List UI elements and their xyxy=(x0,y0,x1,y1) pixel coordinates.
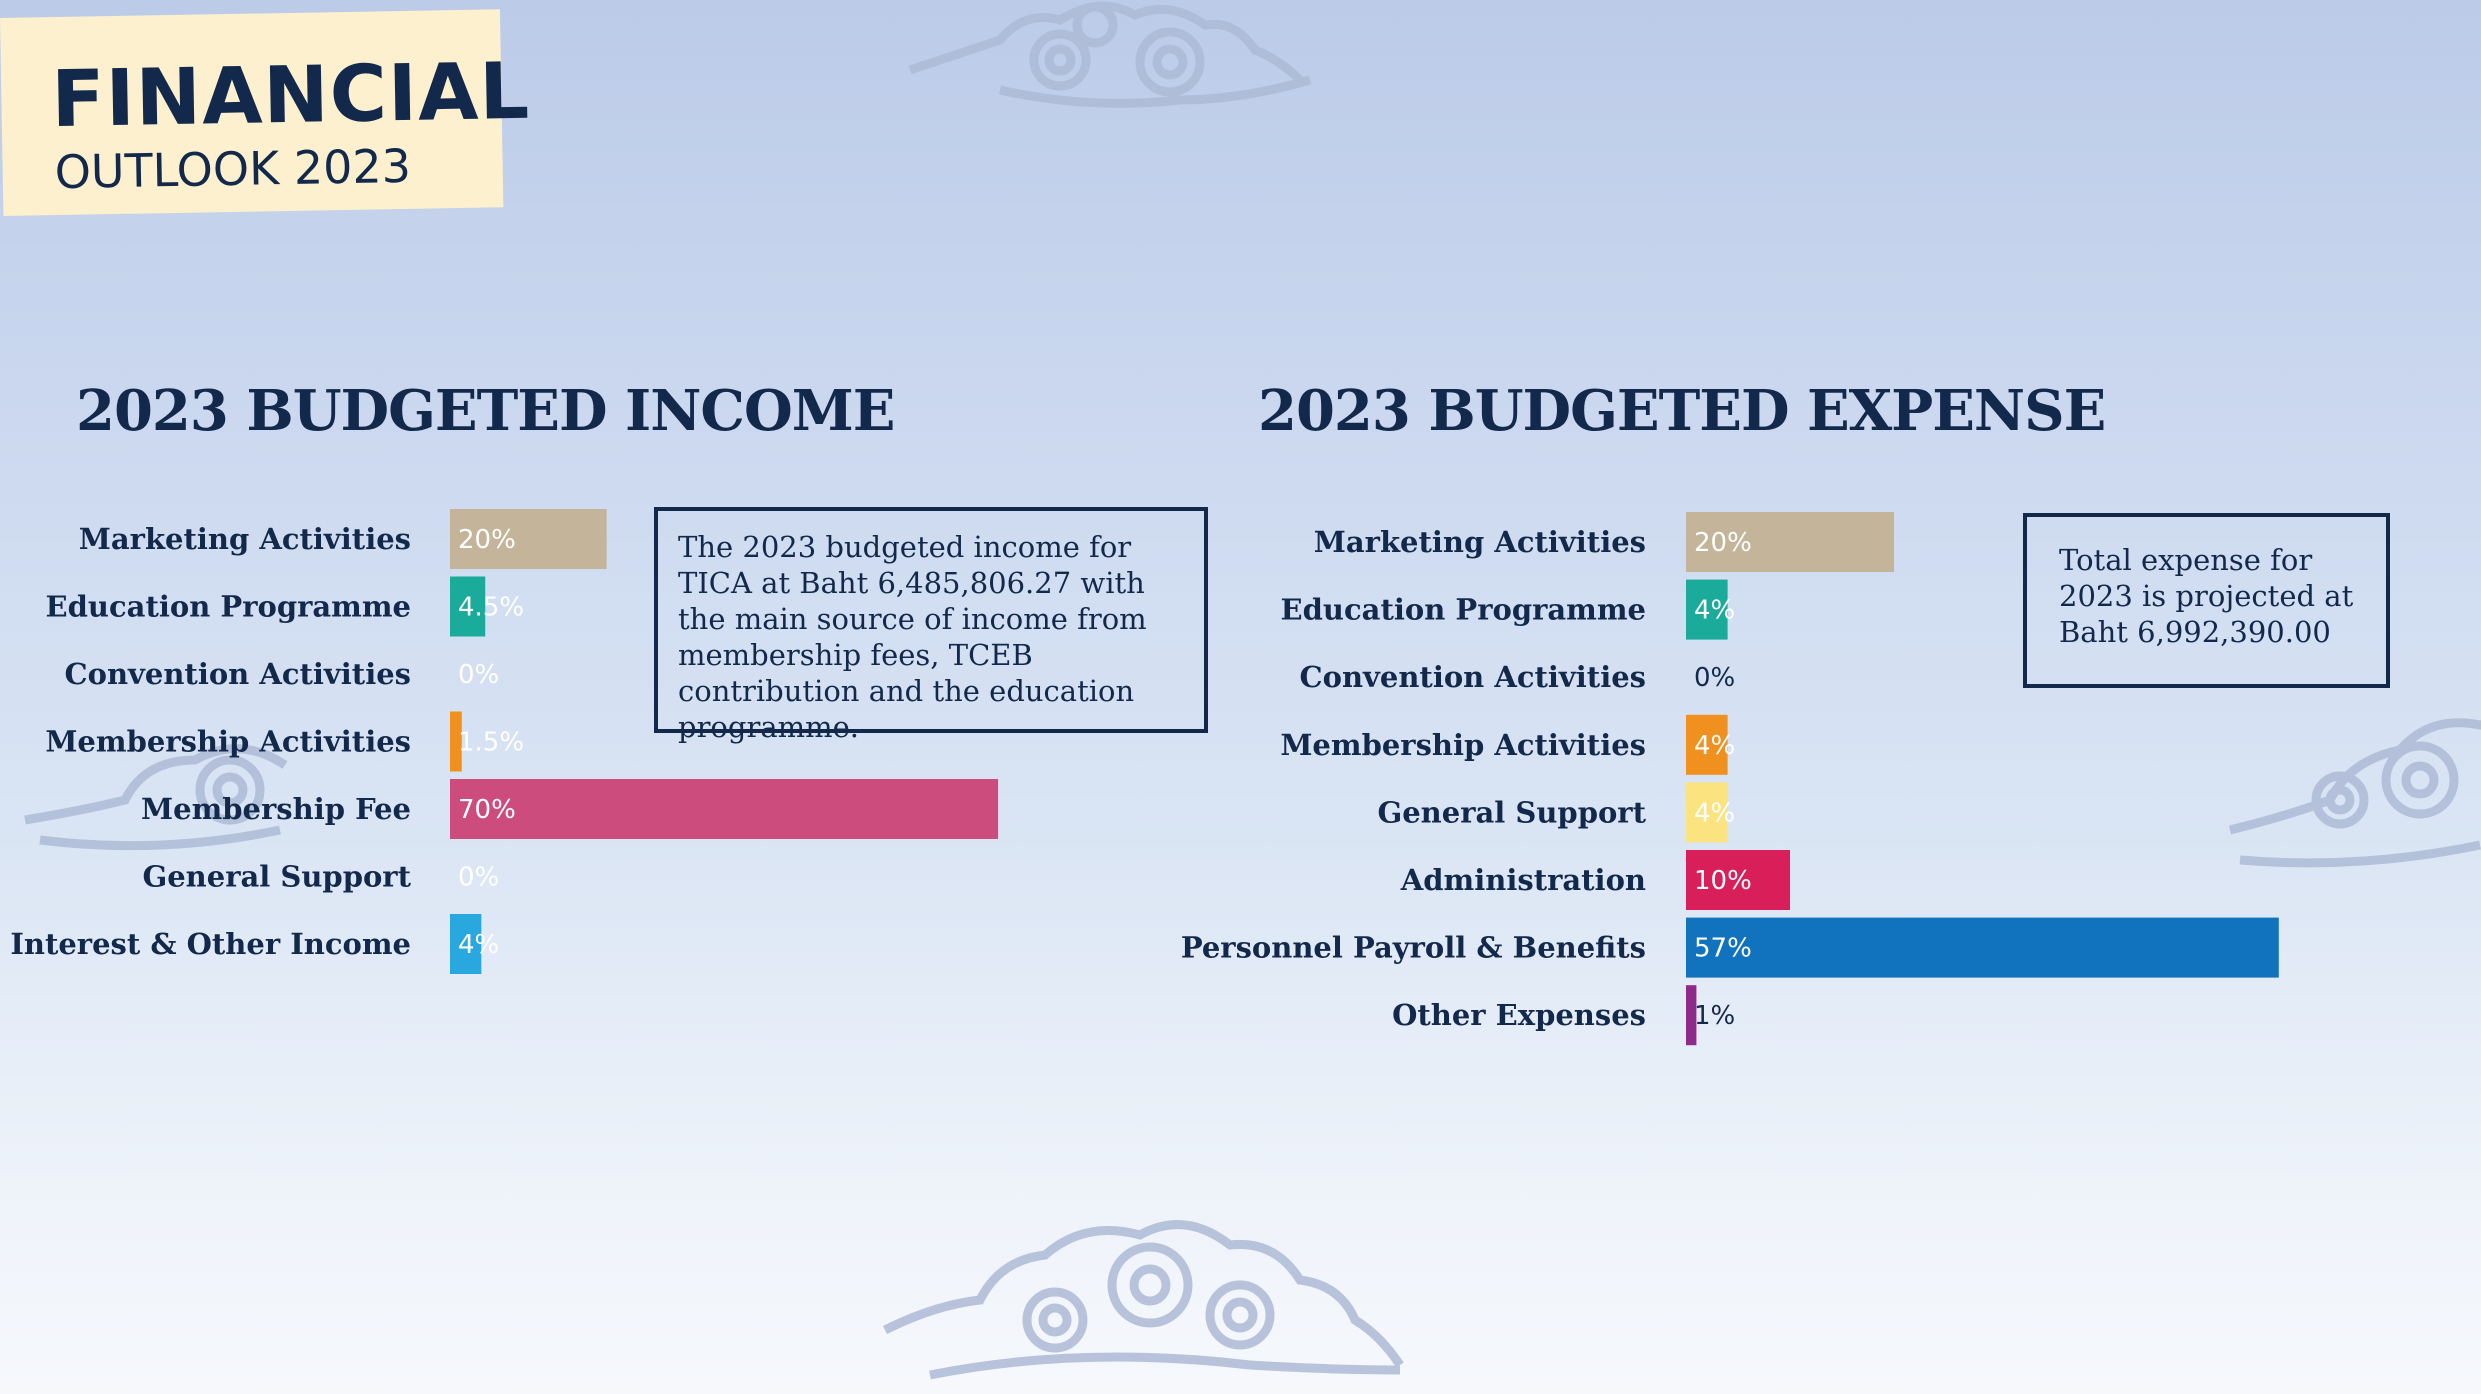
income-bar-chart: Marketing Activities 20% Education Program… xyxy=(10,509,999,974)
category-label: Convention Activities xyxy=(65,657,411,691)
data-label: 0% xyxy=(1694,663,1735,693)
income-note-box: The 2023 budgeted income for TICA at Bah… xyxy=(654,507,1208,744)
cloud-bottom-icon xyxy=(882,1220,1404,1380)
expense-bar-chart: Marketing Activities 20% Education Program… xyxy=(1181,512,2279,1046)
cloud-top-icon xyxy=(908,1,1312,108)
expense-note-text: Total expense for 2023 is projected at B… xyxy=(2059,543,2354,649)
income-note-text: The 2023 budgeted income for TICA at Bah… xyxy=(678,530,1147,744)
expense-note-box: Total expense for 2023 is projected at B… xyxy=(2023,513,2390,688)
category-label: Other Expenses xyxy=(1392,998,1646,1032)
data-label: 1% xyxy=(1694,1001,1735,1031)
income-chart-title: 2023 BUDGETED INCOME xyxy=(76,378,895,444)
data-label: 0% xyxy=(458,863,499,893)
data-label: 10% xyxy=(1694,866,1752,896)
category-label: Administration xyxy=(1400,863,1646,897)
bar xyxy=(1686,512,1894,572)
category-label: Education Programme xyxy=(1281,593,1646,627)
bar xyxy=(450,509,607,569)
data-label: 4.5% xyxy=(458,593,524,623)
category-label: Marketing Activities xyxy=(1314,525,1646,559)
category-label: Membership Fee xyxy=(141,792,411,826)
category-label: Education Programme xyxy=(46,590,411,624)
category-label: Marketing Activities xyxy=(79,522,411,556)
expense-chart-title: 2023 BUDGETED EXPENSE xyxy=(1258,378,2106,444)
bar xyxy=(1686,917,2279,978)
data-label: 4% xyxy=(1694,798,1735,828)
data-label: 4% xyxy=(458,930,499,960)
data-label: 70% xyxy=(458,795,516,825)
cloud-left-icon xyxy=(24,744,288,851)
category-label: Membership Activities xyxy=(1280,728,1646,762)
bar xyxy=(1686,714,1728,775)
category-label: Membership Activities xyxy=(45,725,411,759)
data-label: 1.5% xyxy=(458,728,524,758)
data-label: 4% xyxy=(1694,596,1735,626)
data-label: 0% xyxy=(458,660,499,690)
bar xyxy=(1686,782,1728,843)
category-label: General Support xyxy=(142,860,411,894)
bar xyxy=(1686,850,1790,910)
bar xyxy=(1686,985,1697,1046)
category-label: Convention Activities xyxy=(1300,660,1646,694)
bar xyxy=(450,576,486,637)
category-label: Interest & Other Income xyxy=(10,927,411,961)
data-label: 4% xyxy=(1694,731,1735,761)
category-label: Personnel Payroll & Benefits xyxy=(1181,931,1646,965)
category-label: General Support xyxy=(1377,795,1646,829)
bar xyxy=(1686,579,1728,640)
data-label: 20% xyxy=(1694,528,1752,558)
bar xyxy=(450,711,462,772)
data-label: 57% xyxy=(1694,934,1752,964)
data-label: 20% xyxy=(458,525,516,555)
bar xyxy=(450,779,999,839)
cloud-right-icon xyxy=(2228,718,2481,868)
bar xyxy=(450,914,482,974)
